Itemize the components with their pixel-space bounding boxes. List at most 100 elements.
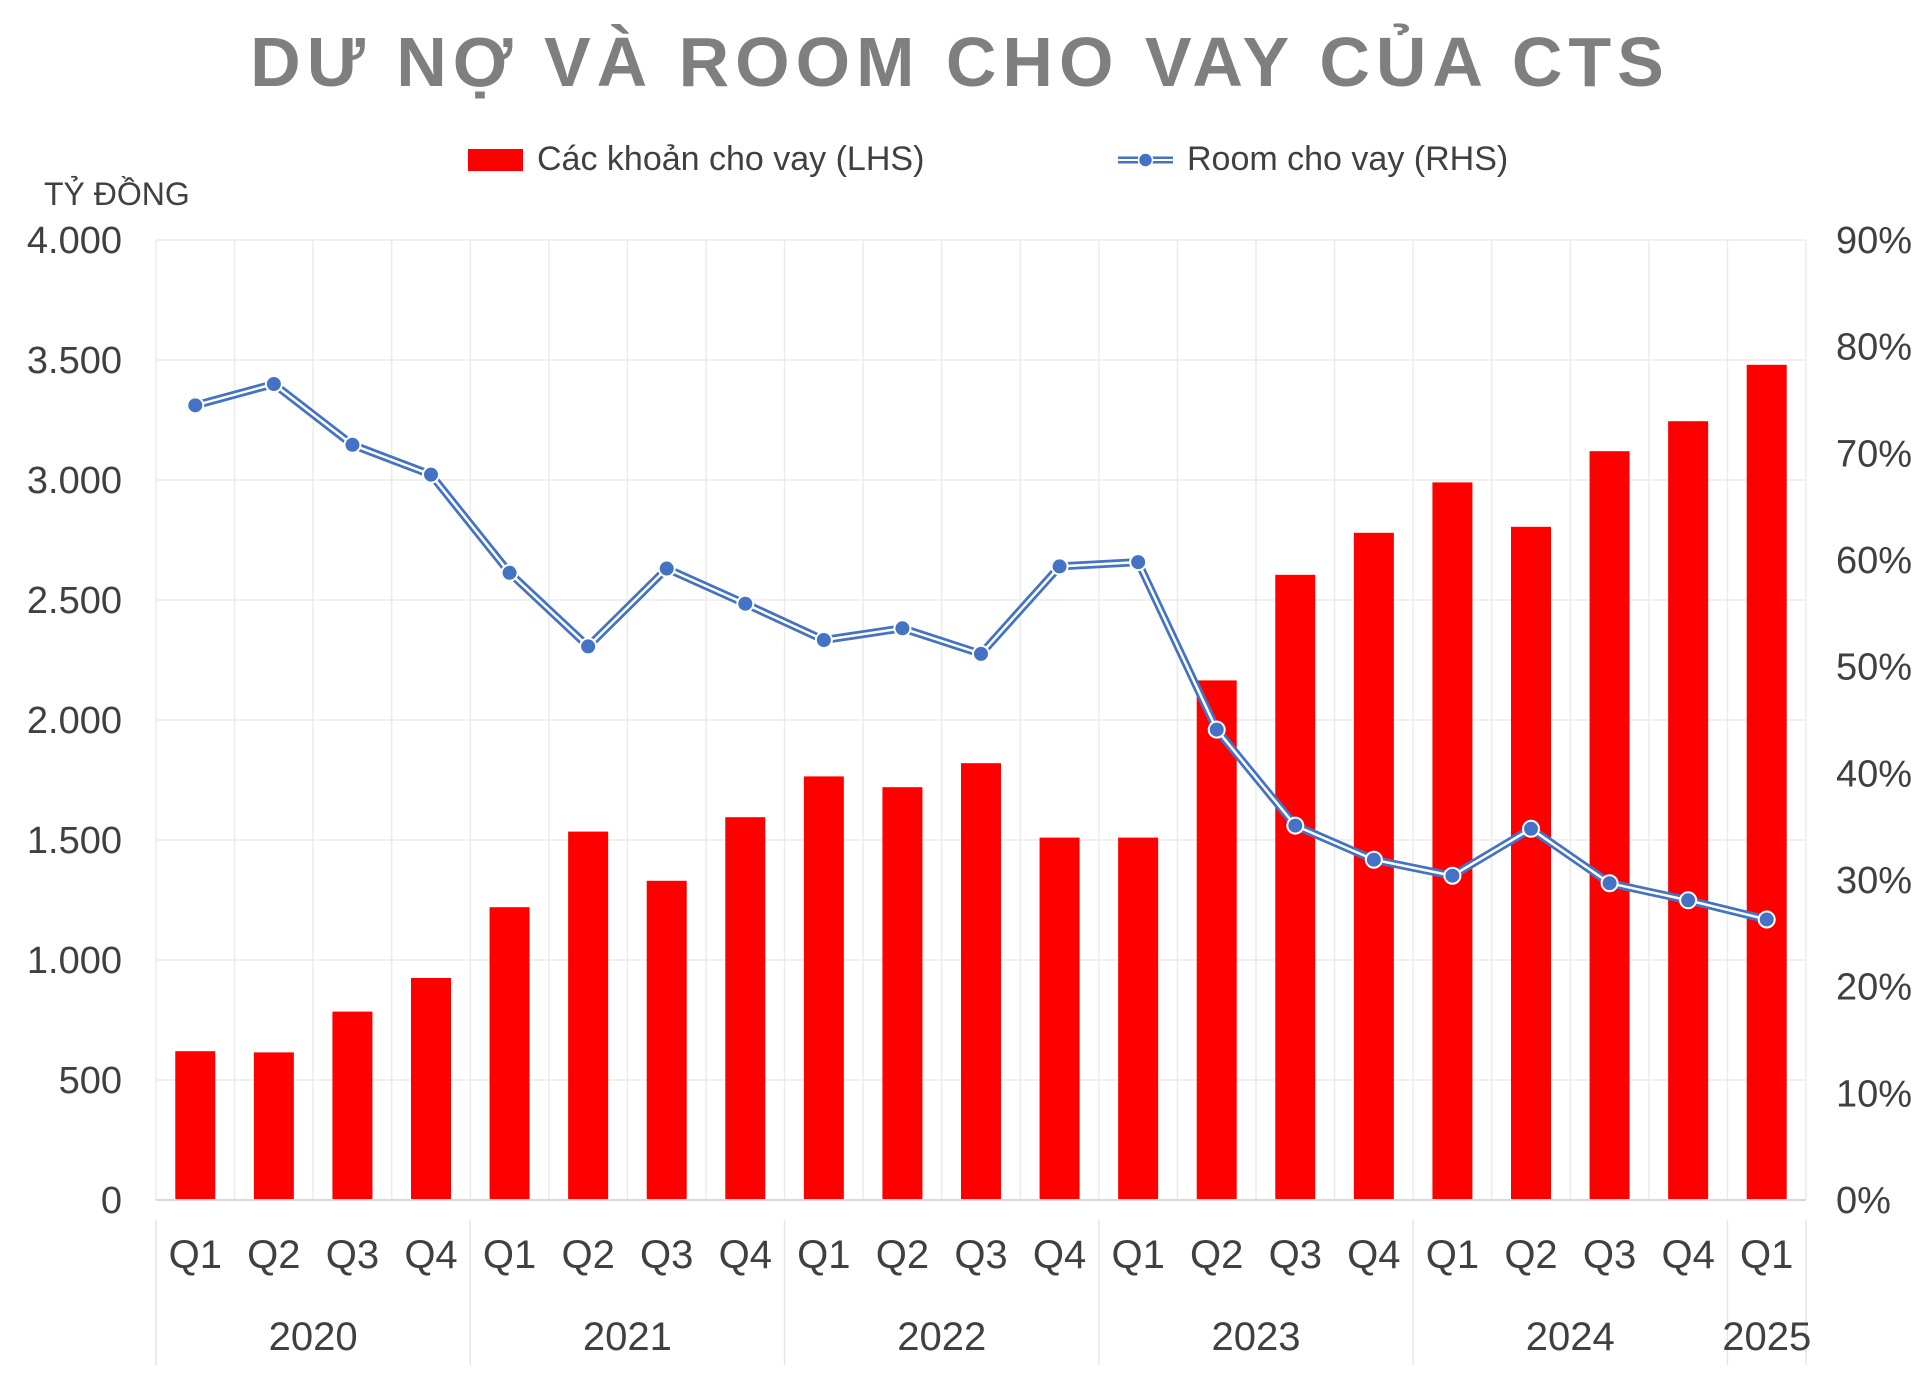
x-tick-label: Q3 [1583,1233,1636,1277]
legend-swatch-bar [468,148,523,171]
year-label: 2021 [583,1315,672,1359]
y-right-tick-label: 20% [1836,967,1912,1009]
x-tick-label: Q3 [1269,1233,1322,1277]
room-point [1600,874,1619,893]
bar [1511,526,1551,1200]
room-point [1679,891,1698,910]
x-tick-label: Q1 [483,1233,536,1277]
x-tick-label: Q2 [247,1233,300,1277]
bar [1039,837,1080,1200]
legend-swatch-line [1118,151,1173,168]
x-tick-label: Q3 [326,1233,379,1277]
bar [1668,421,1709,1200]
room-point [1443,866,1462,885]
room-point [579,637,598,656]
x-tick-label: Q2 [1190,1233,1243,1277]
room-point [343,435,362,454]
legend-label-room: Room cho vay (RHS) [1187,140,1509,178]
legend-label-loans: Các khoản cho vay (LHS) [537,140,925,178]
x-tick-label: Q3 [954,1233,1007,1277]
y-left-tick-label: 3.000 [27,460,122,502]
year-label: 2023 [1212,1315,1301,1359]
y-axis-left-title: TỶ ĐỒNG [44,176,190,212]
bar [646,880,687,1200]
year-label: 2024 [1526,1315,1615,1359]
bar [253,1052,294,1200]
room-point [500,563,519,582]
legend-entry-loans: Các khoản cho vay (LHS) [468,140,924,179]
year-label: 2020 [269,1315,358,1359]
room-point [422,465,440,484]
axis-layer: 0 500 1.000 1.500 2.000 2.500 3.000 3.500 4.000 0… [27,220,1912,1365]
y-right-tick-label: 70% [1836,433,1912,475]
y-left-tick-label: 4.000 [27,220,122,262]
bar [332,1011,373,1200]
y-right-tick-label: 60% [1836,540,1912,582]
room-point [1522,819,1540,838]
room-point [972,644,990,663]
bar [803,776,844,1200]
x-tick-label: Q4 [1033,1233,1086,1277]
y-right-tick-label: 0% [1836,1180,1891,1222]
x-tick-label: Q4 [1347,1233,1400,1277]
room-point [1050,557,1069,576]
y-left-tick-label: 2.000 [27,700,122,742]
y-left-tick-label: 0 [101,1180,122,1222]
bar [882,787,923,1200]
room-point [736,594,755,613]
bar [1196,680,1237,1200]
room-point [1129,553,1148,572]
x-tick-label: Q1 [797,1233,850,1277]
y-right-tick-label: 80% [1836,327,1912,369]
bars-layer [175,364,1787,1200]
y-left-tick-label: 3.500 [27,340,122,382]
x-tick-label: Q4 [719,1233,772,1277]
x-tick-label: Q4 [404,1233,457,1277]
room-point [1364,850,1383,869]
bar [175,1051,216,1200]
room-point [1207,720,1226,739]
x-tick-label: Q1 [1740,1233,1793,1277]
x-tick-label: Q1 [169,1233,222,1277]
chart-title: DƯ NỢ VÀ ROOM CHO VAY CỦA CTS [250,23,1670,101]
bar [1275,574,1316,1200]
room-point [186,396,205,415]
line-layer [186,375,1776,929]
y-right-tick-label: 30% [1836,860,1912,902]
bar [568,831,609,1200]
bar [725,817,766,1200]
bar [1432,482,1473,1200]
y-left-tick-label: 1.500 [27,820,122,862]
y-left-tick-label: 500 [59,1060,122,1102]
y-left-tick-label: 1.000 [27,940,122,982]
legend: Các khoản cho vay (LHS) Room cho vay (RH… [0,140,1920,190]
room-point [657,559,676,578]
room-point [893,619,912,638]
room-point [264,375,283,393]
x-tick-label: Q3 [640,1233,693,1277]
bar [1746,364,1787,1200]
year-label: 2025 [1722,1315,1811,1359]
bar [961,763,1001,1200]
legend-entry-room: Room cho vay (RHS) [1118,140,1508,179]
y-right-tick-label: 50% [1836,647,1912,689]
room-point [1757,910,1776,929]
x-tick-label: Q1 [1426,1233,1479,1277]
room-point [1286,816,1305,835]
y-right-tick-label: 40% [1836,753,1912,795]
x-tick-label: Q2 [561,1233,614,1277]
room-point [814,631,833,649]
bar [411,978,451,1200]
x-tick-label: Q2 [876,1233,929,1277]
x-tick-label: Q2 [1504,1233,1557,1277]
bar [489,907,530,1200]
bar [1118,837,1159,1200]
y-right-tick-label: 90% [1836,220,1912,262]
x-tick-label: Q4 [1661,1233,1714,1277]
x-tick-label: Q1 [1111,1233,1164,1277]
bar [1589,451,1630,1200]
y-right-tick-label: 10% [1836,1073,1912,1115]
y-left-tick-label: 2.500 [27,580,122,622]
